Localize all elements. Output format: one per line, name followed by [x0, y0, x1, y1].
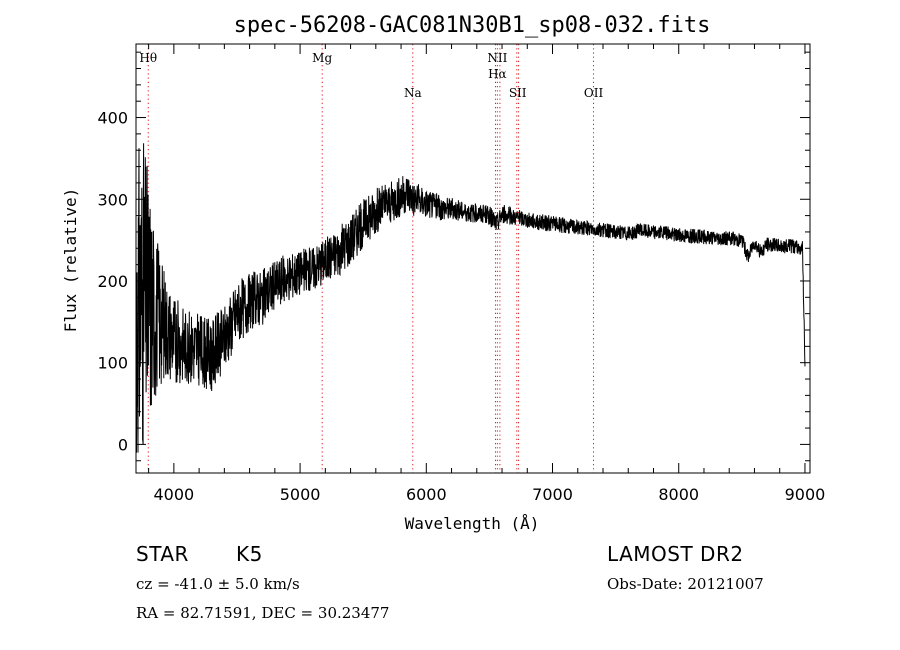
y-axis-label: Flux (relative): [61, 188, 80, 333]
y-tick-label: 200: [97, 272, 128, 291]
line-label: SII: [509, 86, 527, 100]
emission-line-markers: [147, 44, 595, 473]
x-tick-label: 8000: [658, 485, 699, 504]
line-label: Mg: [312, 51, 332, 65]
spectrum-line: [135, 143, 806, 453]
line-label: NII: [487, 51, 507, 65]
x-tick-label: 5000: [280, 485, 321, 504]
survey-name: LAMOST DR2: [607, 542, 744, 566]
object-class: STAR: [136, 542, 189, 566]
y-tick-label: 300: [97, 190, 128, 209]
y-tick-label: 100: [97, 354, 128, 373]
x-tick-label: 9000: [785, 485, 826, 504]
y-tick-label: 0: [118, 435, 128, 454]
x-axis: 4000 5000 6000 7000 8000 9000: [148, 44, 826, 504]
line-label: Hθ: [139, 51, 157, 65]
coordinates-text: RA = 82.71591, DEC = 30.23477: [136, 604, 390, 622]
object-subclass: K5: [236, 542, 263, 566]
line-label: OII: [584, 86, 604, 100]
y-axis: 0 100 200 300 400: [97, 51, 810, 462]
y-tick-label: 400: [97, 109, 128, 128]
plot-frame: [135, 43, 811, 474]
line-label: Hα: [488, 67, 507, 81]
x-axis-label: Wavelength (Å): [405, 514, 540, 533]
x-tick-label: 4000: [154, 485, 195, 504]
chart-title: spec-56208-GAC081N30B1_sp08-032.fits: [234, 13, 711, 38]
x-tick-label: 6000: [406, 485, 447, 504]
obs-date-text: Obs-Date: 20121007: [607, 575, 764, 593]
line-label: Na: [404, 86, 422, 100]
velocity-text: cz = -41.0 ± 5.0 km/s: [136, 575, 300, 593]
x-tick-label: 7000: [532, 485, 573, 504]
